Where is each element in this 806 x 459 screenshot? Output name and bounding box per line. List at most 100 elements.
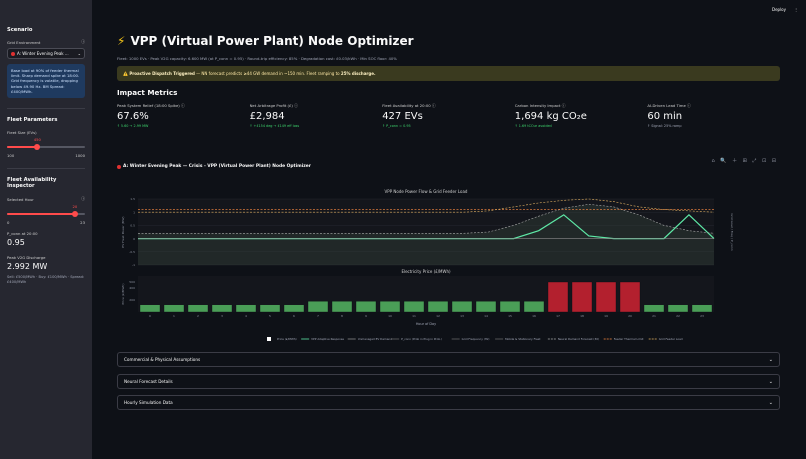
- metric-value: 1,694 kg CO₂e: [514, 111, 587, 122]
- slider-handle[interactable]: [71, 211, 78, 218]
- slider-handle[interactable]: [34, 144, 41, 151]
- chart-title-bottom: Electricity Price (£/MWh): [401, 269, 451, 274]
- red-circle-icon: [11, 52, 15, 56]
- metric-delta: ↑ P_conn = 0.95: [382, 124, 411, 128]
- help-icon[interactable]: ⓘ: [561, 103, 566, 108]
- x-axis-label: Hour of Day: [416, 322, 436, 326]
- xtick-label: 6: [293, 314, 295, 318]
- series-line: [138, 198, 715, 213]
- xtick-label: 0: [149, 314, 151, 318]
- legend-label: P_conn (Prob in Plug in Prob.): [401, 337, 442, 341]
- price-bar: [403, 300, 425, 313]
- expander[interactable]: Hourly Simulation Data ⌄: [117, 395, 780, 410]
- price-bar: [355, 300, 377, 313]
- xtick-label: 2: [197, 314, 199, 318]
- xtick-label: 21: [652, 314, 656, 318]
- peak-discharge-value: 2.992 MW: [7, 262, 48, 272]
- xtick-label: 13: [460, 314, 464, 318]
- xtick-label: 15: [508, 314, 512, 318]
- xtick-label: 20: [628, 314, 632, 318]
- legend-label: Grid Feeder Load: [659, 337, 683, 341]
- xtick-label: 4: [245, 314, 247, 318]
- ytick-label: -0.5: [129, 250, 135, 254]
- price-bar: [331, 300, 353, 313]
- help-icon[interactable]: ⓘ: [687, 103, 691, 108]
- xtick-label: 14: [484, 314, 488, 318]
- chevron-down-icon: ⌄: [77, 51, 81, 56]
- divider: [7, 168, 85, 170]
- xtick-label: 16: [532, 314, 536, 318]
- fleet-size-label: Fleet Size (EVs): [7, 130, 37, 136]
- grid-env-label: Grid Environment ⓘ: [7, 39, 85, 45]
- series-line: [138, 203, 715, 234]
- slider-value: 450: [33, 137, 41, 143]
- legend-label: Mobile & Stationary Fleet: [505, 337, 541, 341]
- help-icon[interactable]: ⓘ: [81, 196, 85, 202]
- hour-slider[interactable]: 20: [7, 204, 85, 222]
- xtick-label: 11: [412, 314, 416, 318]
- help-icon[interactable]: ⓘ: [81, 39, 85, 44]
- slider-fill: [7, 213, 75, 216]
- metric-delta: ↑ 1.69 tCO₂e avoided: [514, 124, 552, 128]
- help-icon[interactable]: ⓘ: [294, 103, 298, 108]
- price-bar: [187, 304, 209, 313]
- metric-value: 427 EVs: [382, 111, 423, 122]
- price-bar: [475, 300, 497, 313]
- ytick-label: 400: [129, 286, 135, 290]
- expander[interactable]: Neural Forecast Details ⌄: [117, 374, 780, 389]
- metric-label: Carbon Intensity Impact ⓘ: [514, 103, 566, 108]
- plot-background: [138, 199, 714, 265]
- chevron-down-icon: ⌄: [768, 399, 773, 406]
- slider-range: 100 1000: [7, 153, 85, 159]
- xtick-label: 1: [173, 314, 175, 318]
- expander-label: Neural Forecast Details: [124, 379, 173, 384]
- chart-title: A: Winter Evening Peak — Crisis - VPP (V…: [117, 164, 311, 169]
- peak-discharge-label: Peak V2G Discharge: [7, 255, 46, 261]
- price-bar: [547, 281, 569, 313]
- ytick-label: 1: [133, 210, 135, 214]
- inspector-heading: Fleet Availability Inspector: [7, 177, 57, 190]
- impact-heading: Impact Metrics: [117, 88, 178, 97]
- legend-label: VPP Adaptive Response: [311, 337, 344, 341]
- price-bar: [667, 304, 689, 313]
- metric-card: AI-Driven Lead Time ⓘ 60 min ↑ Signal: 2…: [647, 103, 780, 128]
- dispatch-alert: ⚠️ Proactive Dispatch Triggered — NN for…: [117, 66, 780, 81]
- pconn-label: P_conn at 20:00: [7, 231, 38, 237]
- plot-background: [138, 276, 714, 312]
- slider-range: 0 23: [7, 220, 85, 226]
- ytick-label: 0.5: [130, 224, 135, 228]
- main-area: Deploy ⋮ ⚡ VPP (Virtual Power Plant) Nod…: [92, 0, 806, 459]
- chart-toolbar[interactable]: ⌂ 🔍 ＋ ⊞ ⤢ ⊡ ⊟: [711, 158, 778, 164]
- price-bar: [523, 300, 545, 313]
- y-axis-label: Price (£/MWh): [121, 284, 125, 305]
- price-bar: [595, 281, 617, 313]
- hour-label: Selected Hour ⓘ: [7, 196, 85, 202]
- main-menu-icon[interactable]: ⋮: [794, 7, 798, 12]
- price-bar: [283, 304, 305, 313]
- legend-label: Grid Frequency (Hz): [462, 337, 490, 341]
- xtick-label: 19: [604, 314, 608, 318]
- y2-axis-label: Grid Load / Freq / P_conn: [730, 213, 734, 250]
- price-bar: [499, 300, 521, 313]
- xtick-label: 17: [556, 314, 560, 318]
- help-icon[interactable]: ⓘ: [431, 103, 436, 108]
- ytick-label: 0: [133, 237, 135, 241]
- price-bar: [259, 304, 281, 313]
- fleet-size-slider[interactable]: 450: [7, 137, 85, 155]
- price-bar: [427, 300, 449, 313]
- legend-label: Unmanaged EV Demand: [358, 337, 393, 341]
- ytick-label: -1: [132, 263, 135, 267]
- price-bar: [451, 300, 473, 313]
- expander[interactable]: Commercial & Physical Assumptions ⌄: [117, 352, 780, 367]
- metrics-row: Peak System Relief (18:00 Spike) ⓘ 67.6%…: [117, 103, 780, 128]
- xtick-label: 8: [341, 314, 343, 318]
- xtick-label: 5: [269, 314, 271, 318]
- help-icon[interactable]: ⓘ: [181, 103, 185, 108]
- deploy-button[interactable]: Deploy: [771, 7, 786, 12]
- scenario-heading: Scenario: [7, 27, 33, 33]
- grid-environment-select[interactable]: A: Winter Evening Peak ... ⌄: [7, 48, 85, 59]
- xtick-label: 3: [221, 314, 223, 318]
- xtick-label: 12: [436, 314, 440, 318]
- metric-delta: ↑ 5.60 → 2.99 MW: [117, 124, 149, 128]
- chart-title-top: VPP Node Power Flow & Grid Feeder Load: [385, 189, 468, 194]
